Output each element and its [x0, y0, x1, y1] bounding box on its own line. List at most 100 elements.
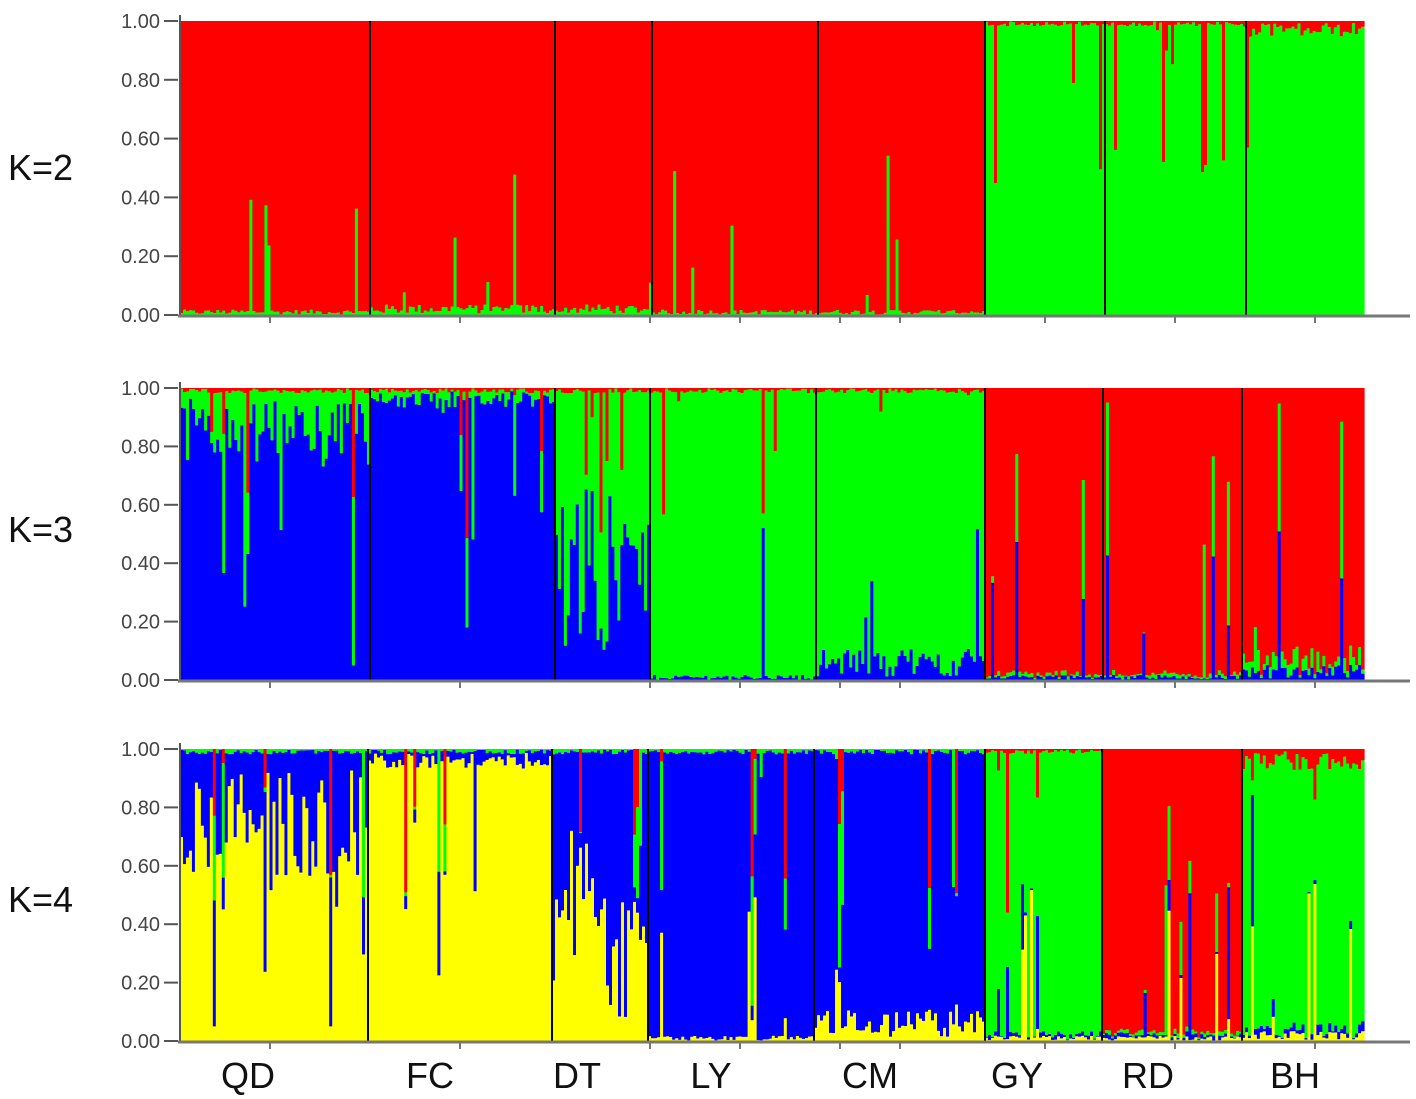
bar-segment-green: [219, 312, 223, 315]
bar-segment-red: [492, 21, 496, 308]
bar-segment-red: [249, 21, 253, 200]
bar-segment-green: [267, 245, 272, 315]
bar-segment-blue: [665, 678, 669, 680]
bar-segment-green: [1210, 24, 1214, 316]
bar-segment-red: [315, 388, 320, 391]
bar-segment-red: [639, 21, 644, 311]
bar-segment-red: [1233, 749, 1237, 1036]
bar-segment-green: [856, 310, 861, 315]
bar-segment-green: [930, 389, 935, 662]
bar-segment-green: [545, 749, 550, 751]
bar-segment-green: [835, 749, 839, 759]
bar-segment-green: [480, 310, 484, 315]
bar-segment-yellow: [1137, 1036, 1142, 1041]
bar-segment-green: [919, 311, 923, 315]
bar-segment-green: [531, 305, 535, 315]
bar-segment-red: [1178, 388, 1183, 676]
bar-segment-blue: [530, 753, 535, 766]
bar-segment-blue: [918, 656, 923, 680]
bar-segment-blue: [1033, 1036, 1037, 1038]
bar-segment-green: [506, 749, 511, 754]
bar-segment-yellow: [1298, 1034, 1303, 1041]
bar-segment-blue: [1188, 893, 1192, 1041]
bar-segment-red: [423, 388, 428, 389]
bar-segment-green: [812, 392, 817, 677]
bar-segment-green: [296, 749, 300, 751]
bar-segment-green: [773, 450, 778, 679]
bar-segment-blue: [537, 399, 541, 680]
bar-segment-green: [273, 389, 278, 402]
bar-segment-blue: [627, 750, 631, 911]
bar-segment-red: [1015, 749, 1019, 751]
bar-segment-red: [213, 388, 217, 394]
bar-segment-blue: [300, 411, 305, 680]
bar-segment-green: [913, 312, 918, 315]
bar-segment-green: [354, 208, 359, 315]
bar-segment-red: [438, 21, 443, 312]
bar-segment-blue: [539, 749, 544, 766]
bar-segment-green: [745, 313, 750, 315]
bar-segment-blue: [672, 752, 676, 1040]
bar-segment-green: [635, 391, 639, 549]
bar-segment-blue: [506, 753, 511, 756]
bar-segment-green: [1162, 161, 1166, 315]
bar-segment-green: [1112, 670, 1116, 675]
bar-segment-yellow: [1000, 1036, 1004, 1041]
bar-segment-green: [516, 304, 520, 315]
bar-segment-green: [189, 389, 193, 399]
bar-segment-blue: [838, 967, 842, 983]
bar-segment-green: [1009, 21, 1013, 315]
bar-segment-green: [1164, 885, 1169, 1036]
bar-segment-red: [370, 388, 374, 390]
bar-segment-blue: [203, 753, 208, 838]
bar-segment-red: [1111, 21, 1115, 23]
bar-segment-blue: [1027, 677, 1031, 680]
bar-segment-green: [1295, 646, 1300, 668]
bar-segment-red: [1322, 388, 1326, 656]
bar-segment-red: [336, 388, 341, 390]
bar-segment-red: [1337, 388, 1341, 657]
bar-segment-blue: [1227, 887, 1231, 1020]
bar-segment-yellow: [353, 832, 357, 1041]
bar-segment-green: [778, 310, 783, 315]
bar-segment-green: [1354, 34, 1359, 316]
bar-segment-red: [826, 21, 831, 313]
bar-segment-green: [648, 282, 653, 315]
bar-segment-red: [1256, 749, 1261, 754]
bar-segment-blue: [1128, 1035, 1133, 1038]
bar-segment-green: [755, 390, 760, 679]
bar-segment-green: [1006, 672, 1010, 677]
bar-segment-red: [1324, 21, 1329, 24]
bar-segment-blue: [1051, 1037, 1055, 1040]
bar-segment-blue: [461, 753, 466, 759]
bar-segment-red: [378, 21, 383, 312]
bar-segment-red: [782, 388, 787, 390]
bar-segment-blue: [663, 752, 667, 1037]
bar-segment-green: [1054, 24, 1058, 315]
bar-segment-green: [381, 389, 386, 402]
bar-segment-green: [1054, 670, 1059, 676]
bar-segment-blue: [1280, 1037, 1285, 1039]
bar-segment-red: [724, 21, 729, 313]
bar-segment-yellow: [594, 917, 598, 1041]
bar-segment-yellow: [1286, 1037, 1291, 1041]
bar-segment-red: [501, 388, 505, 390]
bar-segment-yellow: [1030, 890, 1034, 1041]
bar-segment-green: [1209, 1033, 1213, 1035]
bar-segment-red: [1045, 21, 1049, 23]
bar-segment-blue: [1090, 678, 1095, 680]
bar-segment-yellow: [416, 767, 420, 1041]
bar-segment-blue: [603, 749, 607, 899]
bar-segment-red: [543, 388, 547, 391]
bar-segment-red: [237, 21, 241, 313]
bar-segment-red: [653, 388, 657, 392]
bar-segment-yellow: [1179, 977, 1184, 1041]
bar-segment-red: [650, 388, 654, 393]
bar-segment-green: [351, 312, 356, 315]
bar-segment-green: [1123, 25, 1127, 316]
bar-segment-green: [952, 749, 956, 887]
bar-segment-blue: [500, 753, 505, 760]
y-tick-label: 1.00: [121, 11, 160, 33]
bar-segment-green: [853, 749, 857, 754]
bar-segment-green: [537, 311, 541, 315]
